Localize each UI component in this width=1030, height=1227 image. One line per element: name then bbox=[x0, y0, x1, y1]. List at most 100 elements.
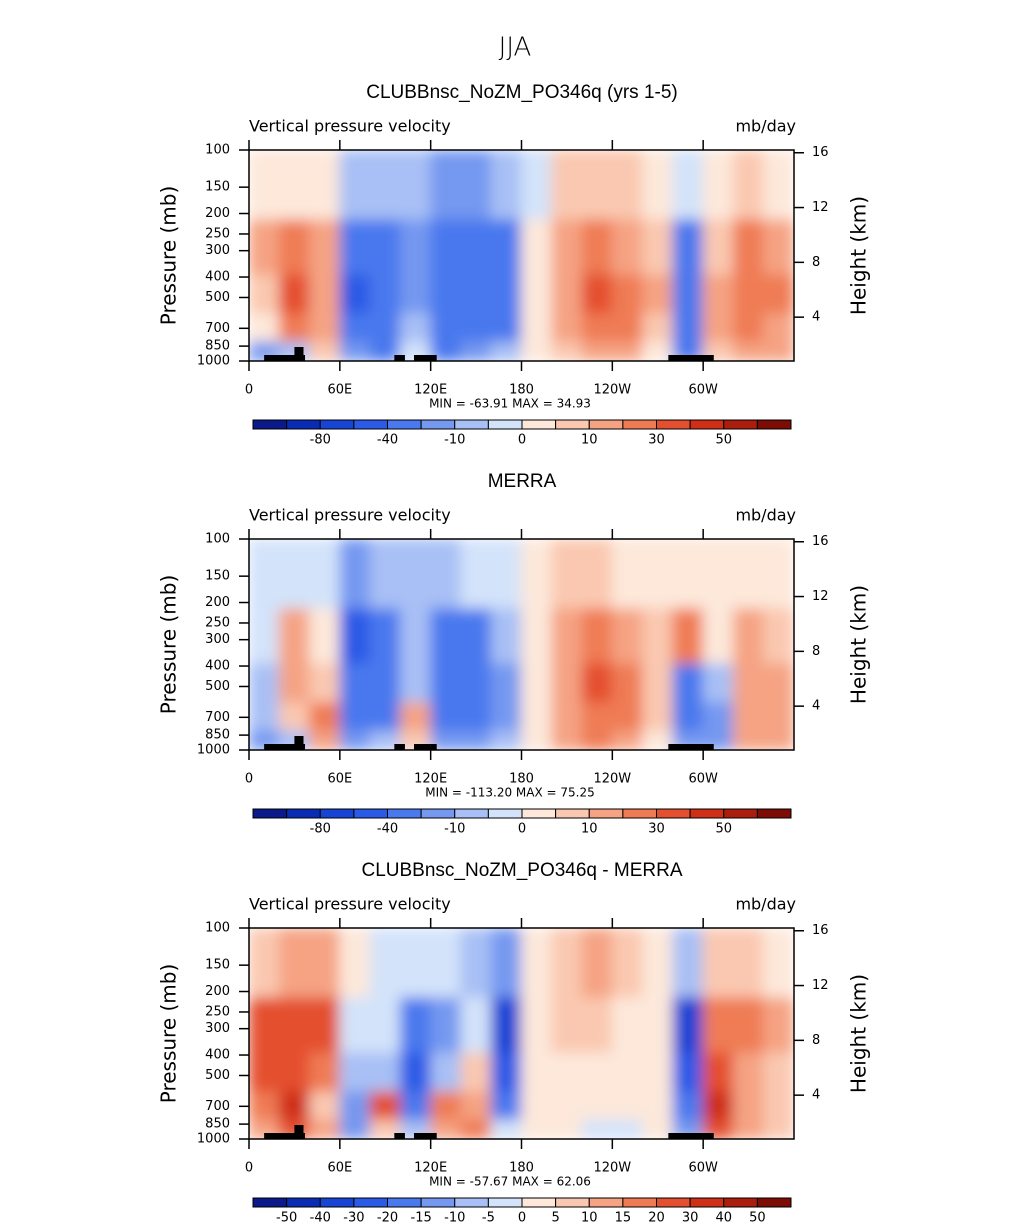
field-cell bbox=[551, 729, 583, 750]
field-cell bbox=[399, 607, 432, 664]
colorbar-swatch bbox=[487, 1197, 523, 1208]
x-tick-label: 120W bbox=[593, 1161, 631, 1176]
field-cell bbox=[460, 701, 492, 731]
x-tick-label: 120E bbox=[414, 383, 447, 398]
field-cell bbox=[339, 662, 371, 703]
field-cell bbox=[278, 928, 311, 998]
colorbar-swatch bbox=[656, 419, 691, 430]
colorbar-swatch bbox=[454, 419, 489, 430]
colorbar-swatch bbox=[387, 419, 422, 430]
colorbar-swatch bbox=[588, 808, 624, 819]
field-cell bbox=[309, 273, 341, 314]
field-cell bbox=[490, 340, 522, 361]
colorbar-label: -80 bbox=[310, 433, 331, 448]
field-cell bbox=[581, 312, 613, 342]
field-cell bbox=[309, 218, 341, 275]
field-cell bbox=[763, 1051, 794, 1092]
field-cell bbox=[672, 996, 704, 1053]
field-cell bbox=[642, 218, 674, 275]
field-cell bbox=[763, 340, 794, 361]
colorbar-swatch bbox=[723, 419, 758, 430]
y-tick-label: 1000 bbox=[197, 743, 230, 758]
terrain bbox=[668, 744, 714, 750]
field-cell bbox=[460, 340, 492, 361]
field-cell bbox=[399, 1090, 432, 1120]
field-cell bbox=[611, 150, 644, 220]
y-tick-label: 200 bbox=[205, 206, 230, 221]
y-tick-label: 200 bbox=[205, 595, 230, 610]
field-cell bbox=[460, 539, 492, 609]
colorbar-swatch bbox=[319, 1197, 355, 1208]
field-cell bbox=[732, 340, 765, 361]
colorbar-label: -80 bbox=[310, 822, 331, 837]
field-cell bbox=[309, 701, 341, 731]
field-cell bbox=[369, 312, 401, 342]
colorbar-swatch bbox=[622, 1197, 657, 1208]
field-cell bbox=[249, 150, 280, 220]
terrain bbox=[668, 355, 714, 361]
field-cell bbox=[521, 996, 553, 1053]
colorbar-swatch bbox=[723, 1197, 758, 1208]
field-cell bbox=[521, 273, 553, 314]
field-cell bbox=[339, 729, 371, 750]
field-cell bbox=[430, 312, 462, 342]
field-cell bbox=[460, 1118, 492, 1139]
field-cell bbox=[249, 701, 280, 731]
field-cell bbox=[490, 607, 522, 664]
field-cell bbox=[763, 1118, 794, 1139]
field-cell bbox=[490, 312, 522, 342]
field-cell bbox=[309, 150, 341, 220]
y-tick-label: 1000 bbox=[197, 354, 230, 369]
field-cell bbox=[581, 273, 613, 314]
colorbar-label: 30 bbox=[682, 1211, 699, 1226]
field-cell bbox=[732, 928, 765, 998]
field-cell bbox=[611, 701, 644, 731]
field-cell bbox=[702, 150, 734, 220]
field-cell bbox=[702, 273, 734, 314]
colorbar-swatch bbox=[353, 808, 388, 819]
colorbar-label: 50 bbox=[715, 822, 732, 837]
y2-tick-label: 12 bbox=[812, 978, 829, 993]
field-cell bbox=[611, 996, 644, 1053]
field-cell bbox=[339, 218, 371, 275]
field-cell bbox=[581, 340, 613, 361]
field-cell bbox=[339, 1090, 371, 1120]
field-cell bbox=[611, 539, 644, 609]
y2-tick-label: 4 bbox=[812, 310, 820, 325]
field bbox=[249, 150, 794, 361]
field-cell bbox=[732, 539, 765, 609]
field-cell bbox=[732, 701, 765, 731]
colorbar-swatch bbox=[689, 808, 725, 819]
field-cell bbox=[611, 340, 644, 361]
field-cell bbox=[732, 607, 765, 664]
field-cell bbox=[763, 273, 794, 314]
min-max: MIN = -57.67 MAX = 62.06 bbox=[429, 1175, 591, 1189]
field-cell bbox=[642, 662, 674, 703]
field-cell bbox=[430, 539, 462, 609]
colorbar-label: 10 bbox=[581, 822, 598, 837]
field-cell bbox=[309, 1051, 341, 1092]
field-cell bbox=[642, 607, 674, 664]
field-cell bbox=[551, 928, 583, 998]
y2-axis-label: Height (km) bbox=[847, 196, 871, 315]
field-cell bbox=[369, 150, 401, 220]
y-tick-label: 500 bbox=[205, 290, 230, 305]
colorbar-swatch bbox=[555, 808, 590, 819]
field-cell bbox=[642, 273, 674, 314]
field-cell bbox=[672, 1051, 704, 1092]
field-cell bbox=[581, 150, 613, 220]
field-cell bbox=[672, 273, 704, 314]
colorbar-swatch bbox=[353, 1197, 388, 1208]
field-cell bbox=[430, 928, 462, 998]
field-cell bbox=[339, 150, 371, 220]
terrain bbox=[294, 1125, 304, 1139]
field-cell bbox=[581, 729, 613, 750]
field-cell bbox=[278, 150, 311, 220]
field-cell bbox=[551, 607, 583, 664]
field-cell bbox=[399, 150, 432, 220]
field-cell bbox=[339, 1118, 371, 1139]
field-cell bbox=[581, 1118, 613, 1139]
colorbar-label: 50 bbox=[749, 1211, 766, 1226]
terrain bbox=[394, 744, 405, 750]
field-cell bbox=[369, 273, 401, 314]
